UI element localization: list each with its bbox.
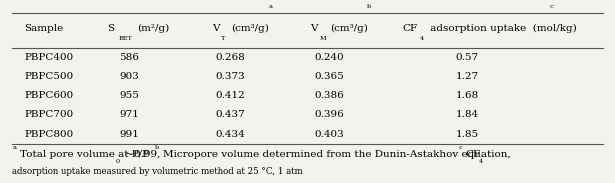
Text: ~0.99,: ~0.99, [122, 150, 167, 159]
Text: a: a [269, 4, 273, 9]
Text: 903: 903 [119, 72, 139, 81]
Text: PBPC400: PBPC400 [25, 53, 74, 62]
Text: 586: 586 [119, 53, 139, 62]
Text: V: V [212, 24, 220, 33]
Text: PBPC700: PBPC700 [25, 110, 74, 119]
Text: 1.84: 1.84 [456, 110, 479, 119]
Text: 991: 991 [119, 130, 139, 139]
Text: adsorption uptake measured by volumetric method at 25 °C, 1 atm: adsorption uptake measured by volumetric… [12, 167, 303, 176]
Text: Micropore volume determined from the Dunin-Astakhov equation,: Micropore volume determined from the Dun… [163, 150, 517, 159]
Text: 0.57: 0.57 [456, 53, 479, 62]
Text: 4: 4 [479, 159, 483, 165]
Text: 971: 971 [119, 110, 139, 119]
Text: a: a [12, 145, 17, 150]
Text: 0.396: 0.396 [314, 110, 344, 119]
Text: Total pore volume at P/P: Total pore volume at P/P [20, 150, 149, 159]
Text: 0.437: 0.437 [216, 110, 245, 119]
Text: 0.434: 0.434 [216, 130, 245, 139]
Text: V: V [311, 24, 318, 33]
Text: 0.373: 0.373 [216, 72, 245, 81]
Text: (m²/g): (m²/g) [137, 24, 169, 33]
Text: BET: BET [119, 36, 133, 41]
Text: PBPC800: PBPC800 [25, 130, 74, 139]
Text: 0.240: 0.240 [314, 53, 344, 62]
Text: c: c [458, 145, 462, 150]
Text: b: b [155, 145, 159, 150]
Text: (cm³/g): (cm³/g) [231, 24, 269, 33]
Text: 0.412: 0.412 [216, 91, 245, 100]
Text: 0: 0 [116, 159, 120, 165]
Text: 1.85: 1.85 [456, 130, 479, 139]
Text: 0.268: 0.268 [216, 53, 245, 62]
Text: 4: 4 [420, 36, 424, 41]
Text: Sample: Sample [25, 24, 64, 33]
Text: T: T [221, 36, 225, 41]
Text: c: c [549, 4, 553, 9]
Text: (cm³/g): (cm³/g) [330, 24, 368, 33]
Text: PBPC500: PBPC500 [25, 72, 74, 81]
Text: 0.403: 0.403 [314, 130, 344, 139]
Text: 955: 955 [119, 91, 139, 100]
Text: 0.365: 0.365 [314, 72, 344, 81]
Text: PBPC600: PBPC600 [25, 91, 74, 100]
Text: adsorption uptake  (mol/kg): adsorption uptake (mol/kg) [427, 24, 577, 33]
Text: 0.386: 0.386 [314, 91, 344, 100]
Text: 1.27: 1.27 [456, 72, 479, 81]
Text: CF: CF [403, 24, 418, 33]
Text: CF: CF [466, 150, 481, 159]
Text: S: S [108, 24, 115, 33]
Text: M: M [319, 36, 326, 41]
Text: b: b [367, 4, 371, 9]
Text: 1.68: 1.68 [456, 91, 479, 100]
